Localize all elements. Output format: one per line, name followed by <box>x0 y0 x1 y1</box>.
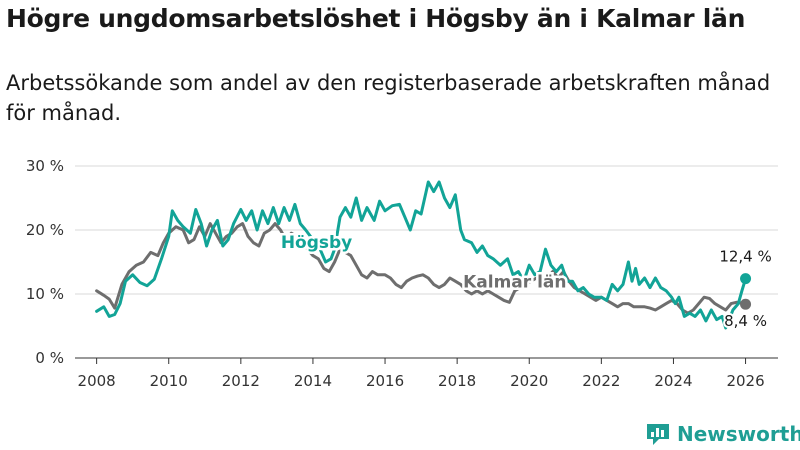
end-point-hogsby <box>740 273 752 285</box>
y-tick-label: 30 % <box>26 157 64 175</box>
end-label-kalmar: 8,4 % <box>724 312 767 330</box>
x-tick-label: 2008 <box>78 372 116 390</box>
label-layer: Högsby Kalmar län 12,4 % 8,4 % <box>278 230 773 332</box>
end-point-kalmar <box>740 298 752 310</box>
x-tick-label: 2010 <box>150 372 188 390</box>
end-label-hogsby: 12,4 % <box>719 248 771 266</box>
y-tick-label: 10 % <box>26 285 64 303</box>
newsworthy-logo-icon <box>647 424 669 445</box>
x-tick-label: 2014 <box>294 372 332 390</box>
x-tick-label: 2020 <box>510 372 548 390</box>
series-layer <box>95 180 752 330</box>
x-tick-label: 2018 <box>438 372 476 390</box>
series-line-hogsby <box>95 180 748 330</box>
chart-subtitle: Arbetssökande som andel av den registerb… <box>6 71 771 125</box>
x-tick-label: 2024 <box>654 372 692 390</box>
brand-logo[interactable]: Newsworthy <box>645 420 800 448</box>
x-tick-label: 2012 <box>222 372 260 390</box>
axis-layer: 0 % 10 % 20 % 30 % 2008 2010 2012 2014 2016 2018 2… <box>26 157 778 390</box>
y-tick-label: 20 % <box>26 221 64 239</box>
x-tick-label: 2026 <box>726 372 764 390</box>
brand-name: Newsworthy <box>677 422 800 446</box>
x-tick-label: 2022 <box>582 372 620 390</box>
series-line-kalmar <box>95 222 748 315</box>
y-tick-label: 0 % <box>35 349 64 367</box>
chart-title: Högre ungdomsarbetslöshet i Högsby än i … <box>6 4 746 33</box>
series-label-hogsby: Högsby <box>281 233 352 253</box>
x-tick-label: 2016 <box>366 372 404 390</box>
series-label-kalmar: Kalmar län <box>463 273 566 293</box>
